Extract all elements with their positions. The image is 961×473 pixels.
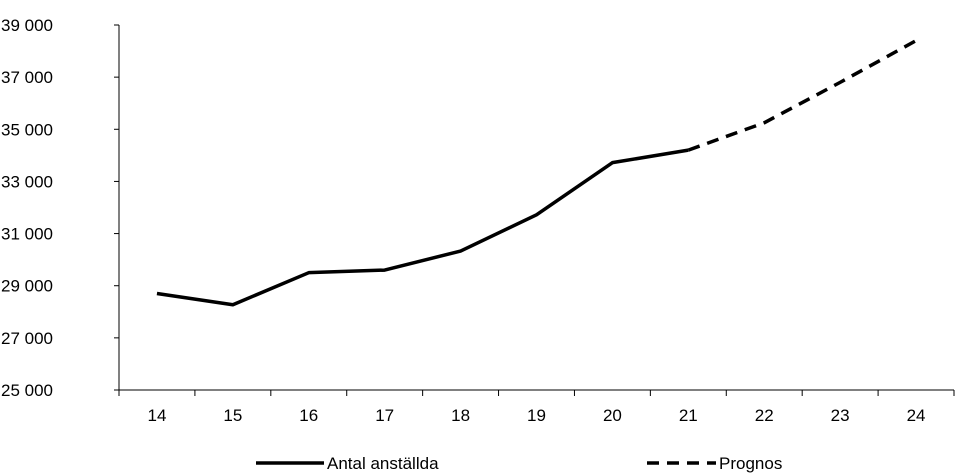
legend-label-antal-anstallda: Antal anställda xyxy=(327,454,439,473)
y-tick-label: 27 000 xyxy=(1,329,53,348)
x-tick-label: 20 xyxy=(603,406,622,425)
x-tick-label: 16 xyxy=(299,406,318,425)
y-tick-label: 29 000 xyxy=(1,277,53,296)
y-tick-label: 25 000 xyxy=(1,381,53,400)
legend: Antal anställda Prognos xyxy=(256,454,782,473)
x-tick-label: 22 xyxy=(755,406,774,425)
y-tick-label: 31 000 xyxy=(1,225,53,244)
y-axis: 25 000 27 000 29 000 31 000 33 000 35 000 37 0… xyxy=(1,16,120,400)
y-tick-label: 33 000 xyxy=(1,172,53,191)
x-tick-label: 14 xyxy=(147,406,166,425)
series-lines xyxy=(156,39,917,307)
x-tick-label: 18 xyxy=(451,406,470,425)
x-tick-label: 24 xyxy=(907,406,926,425)
x-tick-label: 19 xyxy=(527,406,546,425)
x-tick-label: 21 xyxy=(679,406,698,425)
y-tick-label: 37 000 xyxy=(1,68,53,87)
y-tick-label: 39 000 xyxy=(1,16,53,35)
x-tick-label: 23 xyxy=(831,406,850,425)
series-line-antal-anstallda xyxy=(156,148,689,307)
series-line-prognos xyxy=(687,39,917,152)
legend-label-prognos: Prognos xyxy=(719,454,782,473)
x-tick-label: 15 xyxy=(223,406,242,425)
x-tick-label: 17 xyxy=(375,406,394,425)
y-tick-label: 35 000 xyxy=(1,120,53,139)
x-axis: 14 15 16 17 18 19 20 21 22 23 24 xyxy=(118,389,955,425)
